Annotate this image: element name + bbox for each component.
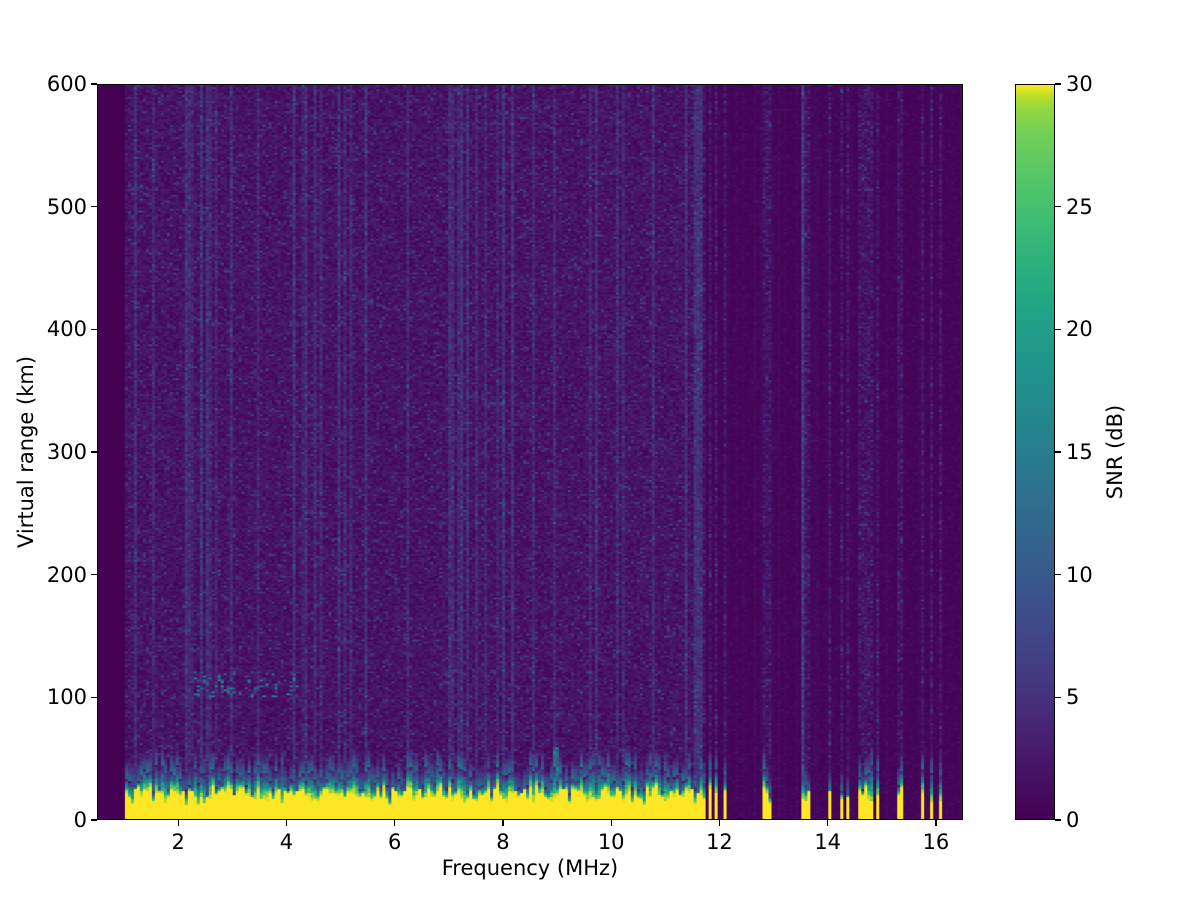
- y-axis-label: Virtual range (km): [14, 355, 38, 549]
- x-tick-mark: [935, 820, 937, 826]
- colorbar-tick-mark: [1055, 83, 1061, 85]
- x-tick-mark: [718, 820, 721, 826]
- y-tick-mark: [91, 696, 97, 698]
- colorbar-tick-mark: [1055, 574, 1061, 576]
- colorbar-tick-mark: [1055, 696, 1061, 698]
- x-tick-label: 14: [814, 830, 842, 854]
- x-tick-label: 12: [706, 830, 733, 854]
- ionogram-heatmap: [98, 85, 962, 819]
- colorbar-tick-label: 15: [1066, 440, 1093, 464]
- x-tick-label: 4: [279, 830, 294, 854]
- colorbar-tick-label: 0: [1066, 808, 1080, 832]
- colorbar-tick-label: 10: [1066, 562, 1093, 587]
- x-tick-mark: [827, 820, 829, 826]
- colorbar-tick-label: 5: [1066, 685, 1080, 710]
- y-tick-label: 600: [46, 72, 87, 96]
- x-tick-mark: [610, 820, 612, 826]
- y-tick-mark: [91, 819, 97, 821]
- y-tick-label: 300: [46, 440, 87, 464]
- colorbar-tick-mark: [1055, 451, 1061, 453]
- x-tick-label: 10: [597, 830, 625, 854]
- y-tick-mark: [91, 83, 97, 85]
- y-tick-label: 100: [46, 685, 87, 710]
- snr-colorbar: [1015, 84, 1055, 820]
- x-tick-label: 6: [388, 830, 402, 854]
- y-tick-label: 500: [46, 194, 87, 219]
- x-tick-label: 2: [171, 830, 185, 854]
- y-tick-label: 0: [73, 808, 87, 832]
- y-tick-mark: [91, 451, 97, 453]
- colorbar-tick-mark: [1055, 328, 1061, 330]
- x-tick-mark: [177, 820, 179, 826]
- colorbar-tick-label: 30: [1066, 72, 1093, 96]
- y-tick-mark: [91, 328, 97, 330]
- colorbar-tick-label: 25: [1066, 194, 1093, 219]
- x-axis-label: Frequency (MHz): [441, 856, 619, 880]
- x-tick-label: 16: [922, 830, 950, 854]
- y-tick-label: 200: [46, 562, 87, 587]
- y-tick-mark: [91, 574, 97, 576]
- colorbar-tick-label: 20: [1066, 317, 1093, 342]
- x-tick-mark: [394, 820, 396, 826]
- x-tick-mark: [285, 820, 288, 826]
- y-tick-label: 400: [46, 317, 87, 342]
- x-tick-mark: [502, 820, 504, 826]
- colorbar-label: SNR (dB): [1103, 404, 1127, 500]
- x-tick-label: 8: [496, 830, 510, 854]
- colorbar-tick-mark: [1055, 819, 1061, 821]
- colorbar-tick-mark: [1055, 206, 1061, 208]
- y-tick-mark: [91, 206, 97, 208]
- ionogram-plot-area: [97, 84, 963, 820]
